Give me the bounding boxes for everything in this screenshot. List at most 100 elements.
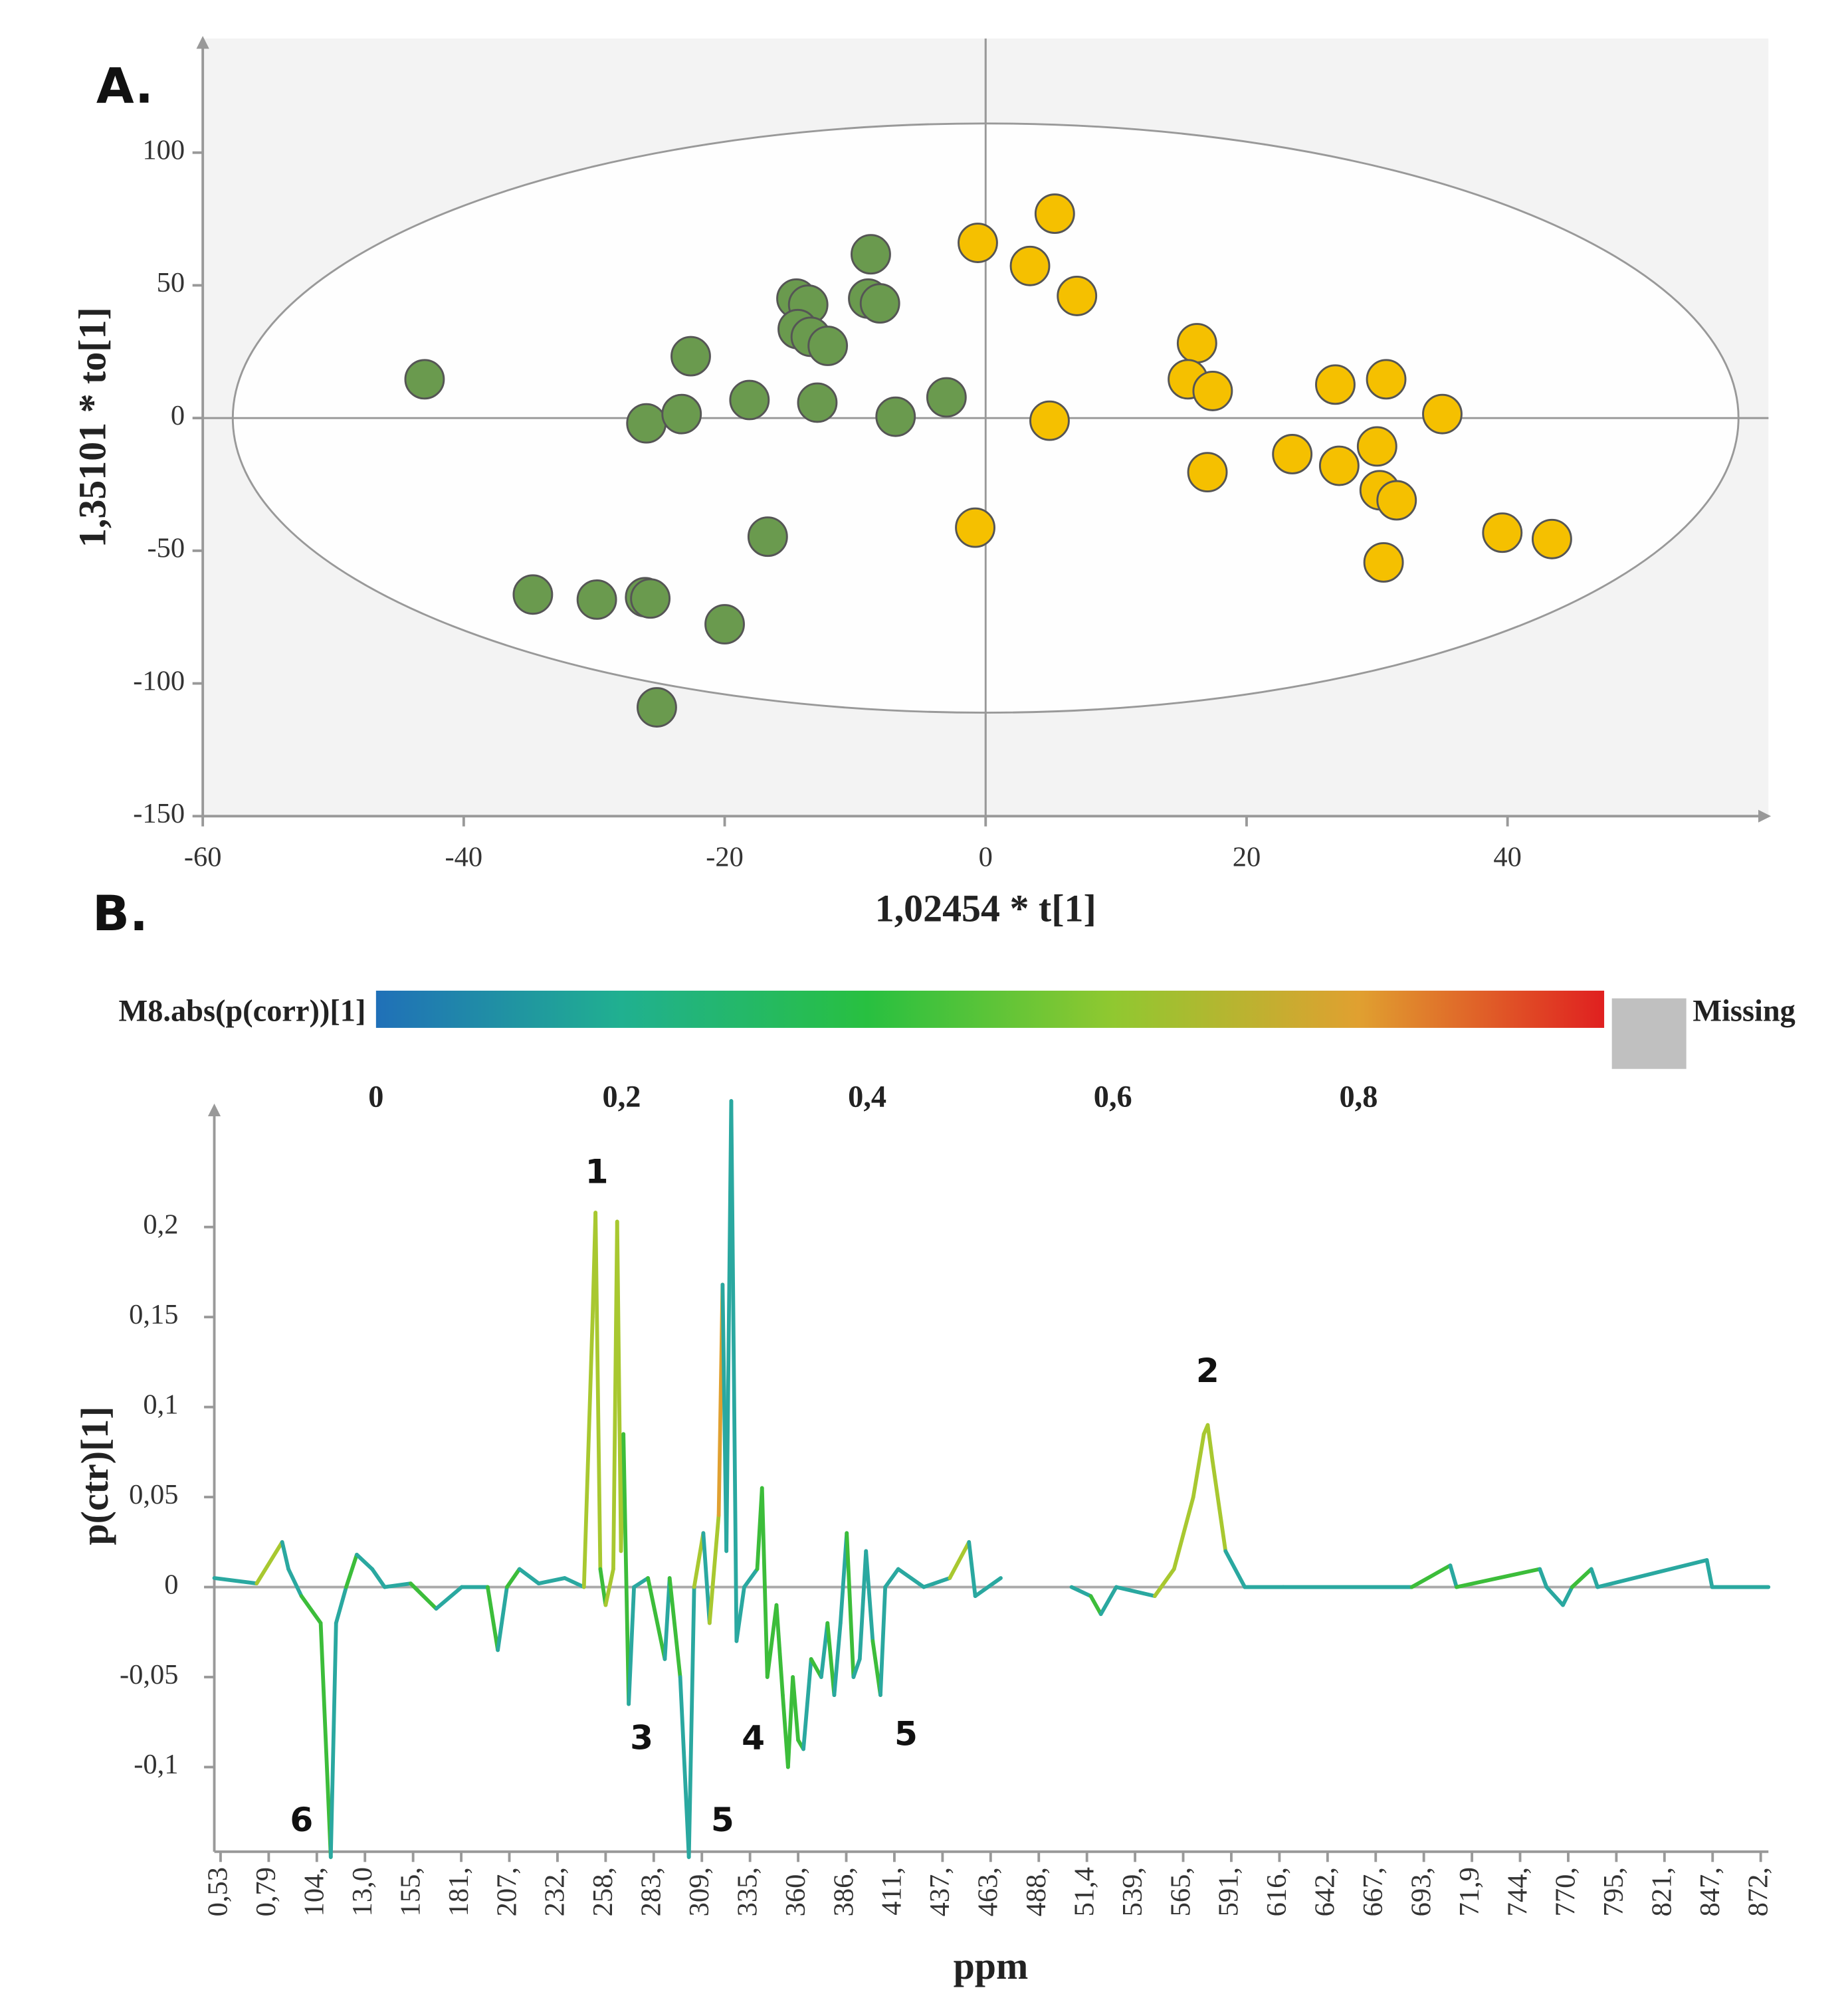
spectrum-segment	[774, 1603, 785, 1698]
y-tick-label: -100	[133, 665, 185, 696]
data-point	[1376, 480, 1417, 521]
data-point	[661, 393, 702, 435]
y-tick-label: -0,1	[134, 1749, 178, 1780]
data-point	[859, 283, 900, 324]
spectrum-segment	[562, 1576, 586, 1589]
spectrum-segment	[729, 1099, 739, 1643]
x-tick-label: 770,	[1550, 1867, 1582, 1916]
x-tick-label: -40	[445, 842, 483, 873]
panel-label: A.	[96, 58, 154, 115]
spectrum-segment	[707, 1513, 721, 1625]
spectrum-segment	[742, 1567, 760, 1589]
missing-label: Missing	[1693, 994, 1796, 1028]
spectrum-segment	[1223, 1549, 1247, 1589]
y-tick-label: 0	[164, 1569, 178, 1600]
spectrum-segment	[486, 1585, 500, 1652]
data-point	[626, 403, 667, 444]
spectrum-segment	[632, 1576, 651, 1589]
x-tick-label: 155,	[395, 1867, 426, 1916]
spectrum-segment	[851, 1657, 862, 1679]
spectrum-segment	[1191, 1432, 1206, 1499]
spectrum-segment	[678, 1675, 691, 1859]
spectrum-segment	[896, 1567, 926, 1589]
spectrum-segment	[1409, 1563, 1453, 1589]
x-tick-label: 207,	[491, 1867, 522, 1916]
data-point	[807, 326, 849, 366]
x-tick-label: 539,	[1117, 1867, 1148, 1916]
y-tick-label: -50	[147, 533, 185, 564]
colorbar-label: M8.abs(p(corr))[1]	[119, 994, 366, 1028]
spectrum-segment	[1595, 1558, 1709, 1589]
data-point	[926, 377, 967, 418]
colorbar-tick-label: 0,4	[848, 1080, 886, 1114]
x-tick-label: 667,	[1358, 1867, 1389, 1916]
x-tick-label: 847,	[1694, 1867, 1726, 1916]
x-tick-label: -20	[706, 842, 744, 873]
x-tick-label: 71,9	[1454, 1867, 1485, 1916]
x-tick-label: 0,79	[251, 1867, 282, 1916]
x-tick-label: 872,	[1742, 1867, 1774, 1916]
spectrum-segment	[603, 1567, 615, 1607]
y-tick-label: -0,05	[120, 1659, 178, 1690]
panel-label: B.	[92, 886, 148, 942]
spectrum-segment	[825, 1621, 837, 1698]
x-tick-label: 335,	[732, 1867, 763, 1916]
spectrum-segment	[1098, 1585, 1118, 1617]
spectrum-segment	[299, 1594, 323, 1625]
spectrum-segment	[280, 1540, 290, 1571]
spectrum-segment	[646, 1576, 667, 1661]
y-tick-label: 50	[157, 267, 185, 298]
x-tick-label: 642,	[1310, 1867, 1341, 1916]
x-tick-label: 411,	[876, 1867, 908, 1916]
spectrum-segment	[409, 1581, 439, 1611]
spectrum-segment	[581, 1315, 595, 1589]
x-tick-label: 309,	[684, 1867, 715, 1916]
spectrum-segment	[1152, 1567, 1176, 1598]
peak-annotation: 5	[894, 1714, 918, 1753]
x-tick-label: 232,	[540, 1867, 571, 1916]
missing-swatch	[1611, 998, 1687, 1069]
spectrum-segment	[701, 1531, 712, 1625]
x-tick-label: 0	[979, 842, 993, 873]
data-point	[576, 579, 617, 620]
x-tick-label: 40	[1493, 842, 1521, 873]
spectrum-segment	[1561, 1585, 1574, 1607]
spectrum-segment	[857, 1549, 869, 1661]
peak-annotation: 1	[585, 1152, 609, 1191]
data-point	[747, 516, 788, 557]
y-tick-label: 0,05	[129, 1479, 178, 1510]
x-tick-label: 0,53	[203, 1867, 234, 1916]
spectrum-segment	[627, 1585, 636, 1706]
x-tick-label: 795,	[1598, 1867, 1629, 1916]
spectrum-segment	[1538, 1567, 1549, 1589]
data-point	[1363, 542, 1404, 583]
y-tick-label: 0	[171, 400, 185, 431]
data-point	[1057, 275, 1098, 316]
data-point	[955, 507, 995, 548]
spectrum-segment	[832, 1621, 843, 1698]
x-tick-label: 616,	[1261, 1867, 1292, 1916]
data-point	[404, 359, 445, 400]
colorbar	[375, 990, 1605, 1028]
y-tick-label: 0,15	[129, 1299, 178, 1330]
data-point	[1531, 518, 1572, 559]
peak-annotation: 6	[290, 1800, 313, 1839]
spectrum-segment	[621, 1432, 631, 1706]
spectrum-segment	[370, 1567, 387, 1589]
data-point	[637, 687, 677, 728]
spectrum-segment	[286, 1567, 304, 1598]
spectrum-segment	[1455, 1567, 1542, 1589]
spectrum-segment	[598, 1567, 608, 1607]
spectrum-segment	[344, 1552, 359, 1589]
data-point	[1009, 245, 1051, 286]
data-point	[875, 396, 916, 437]
data-point	[958, 223, 998, 263]
colorbar-tick-label: 0	[368, 1080, 383, 1114]
x-tick-label: 51,4	[1069, 1867, 1100, 1916]
spectrum-segment	[1570, 1567, 1593, 1589]
spectrum-segment	[686, 1585, 696, 1859]
spectrum-segment	[864, 1549, 875, 1643]
spectrum-segment	[593, 1211, 603, 1571]
peak-annotation: 3	[630, 1718, 653, 1757]
